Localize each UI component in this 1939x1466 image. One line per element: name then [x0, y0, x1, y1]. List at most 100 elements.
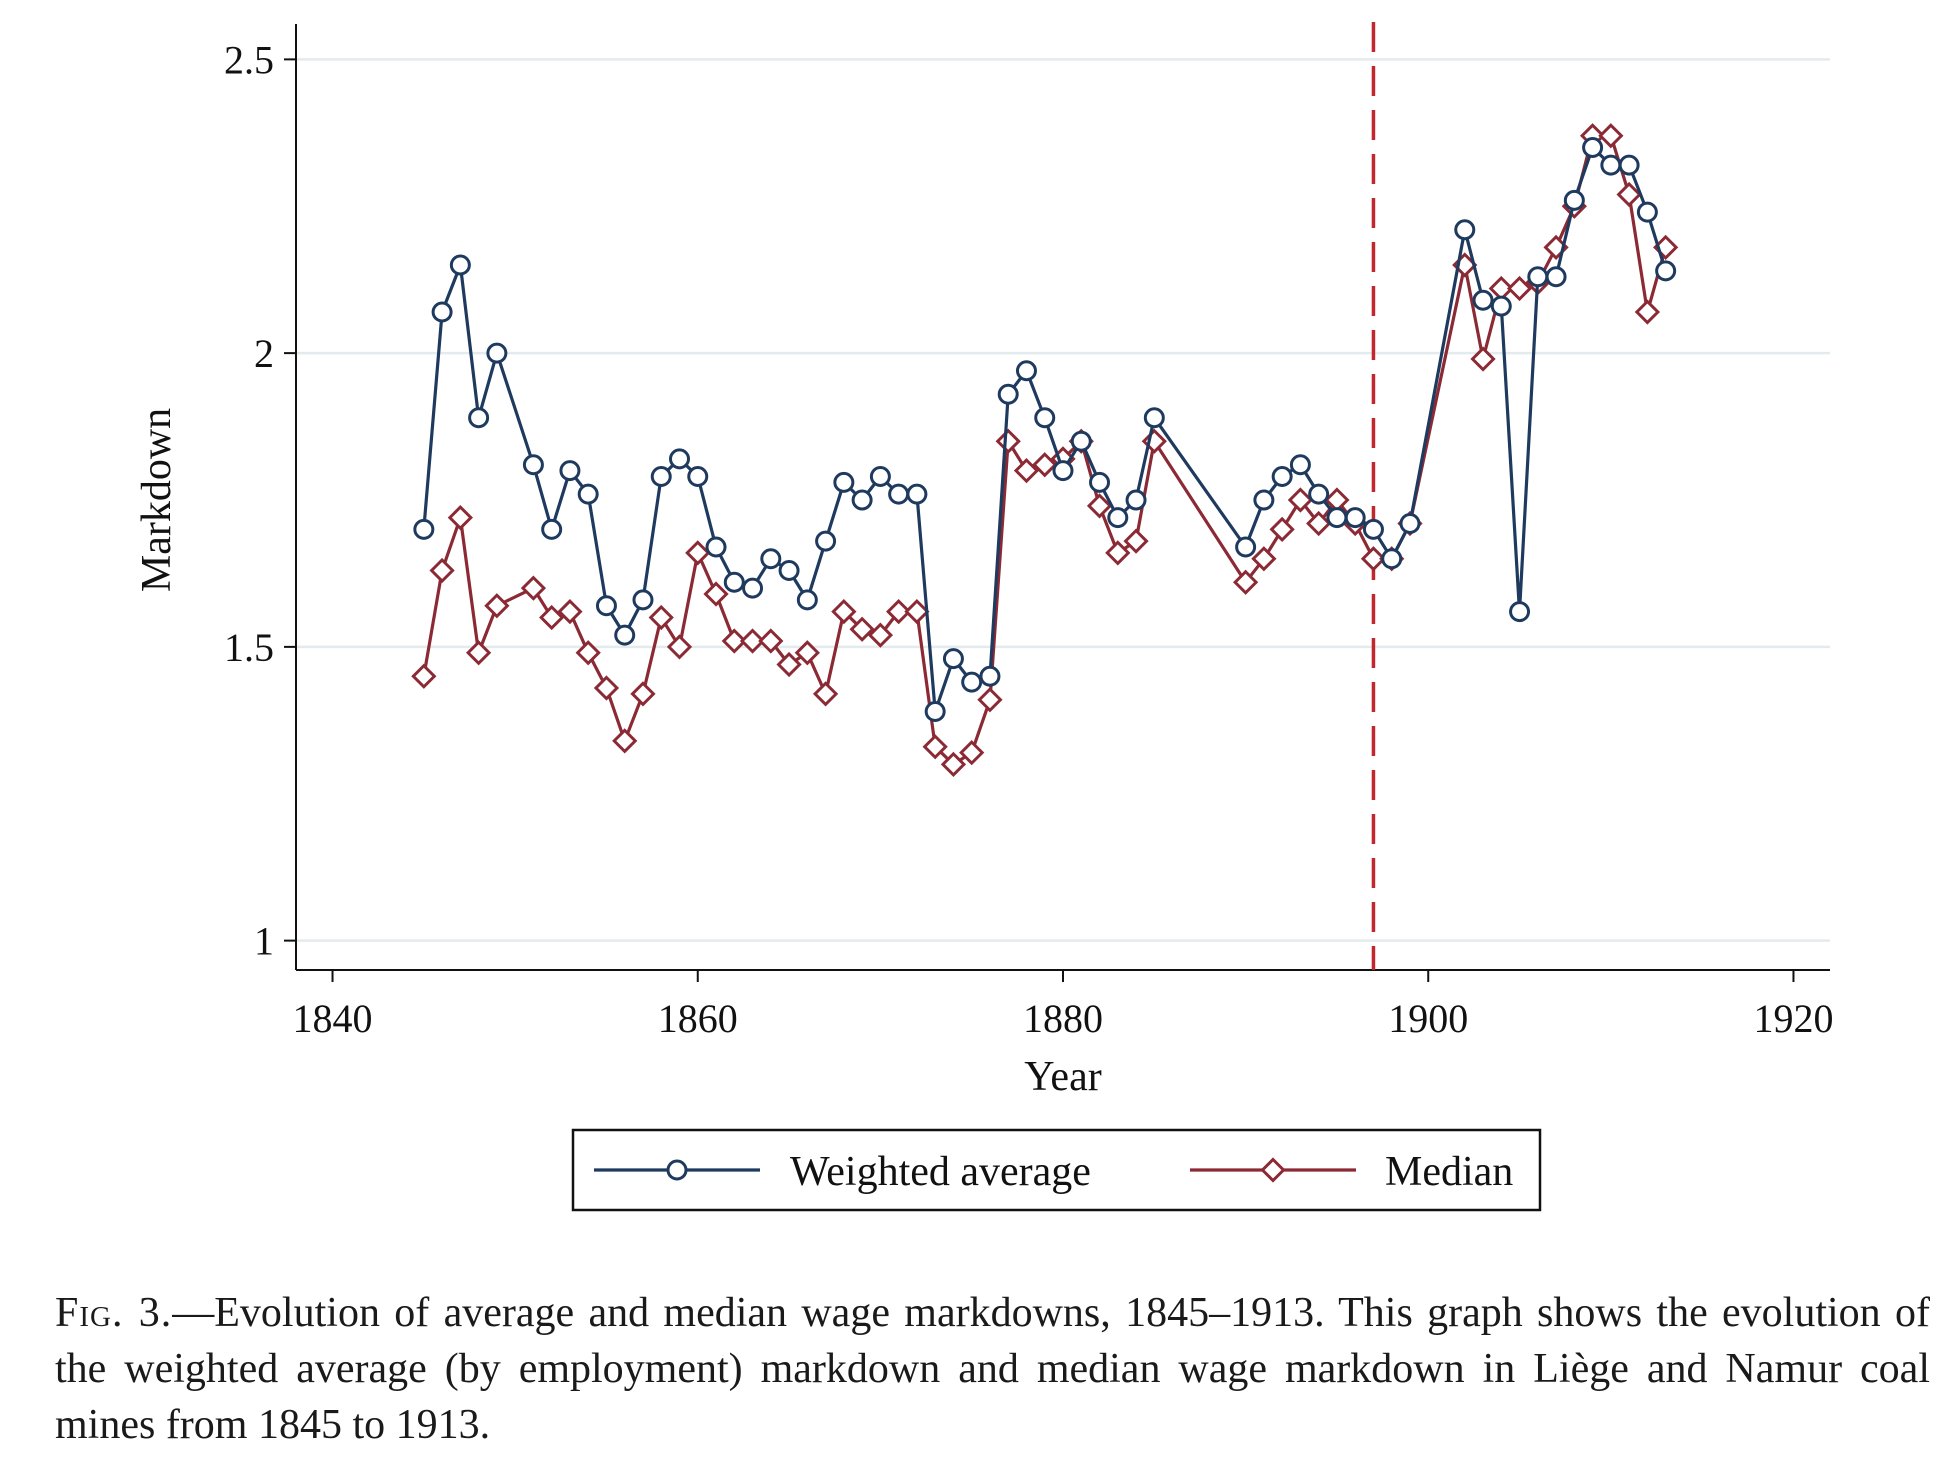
data-point: [904, 599, 930, 625]
data-point: [1563, 189, 1585, 211]
x-tick-label: 1880: [1023, 996, 1103, 1041]
data-point: [650, 466, 672, 487]
data-point: [924, 701, 946, 722]
data-point: [1636, 201, 1658, 223]
y-axis-title: Markdown: [134, 408, 180, 592]
legend: Weighted average Median: [571, 1128, 1542, 1212]
data-point: [484, 593, 510, 619]
data-point: [1362, 518, 1384, 540]
data-point: [812, 681, 839, 707]
data-point: [632, 589, 654, 611]
data-point: [447, 505, 473, 531]
data-point: [687, 466, 709, 487]
data-point: [1232, 569, 1259, 595]
data-point: [1527, 266, 1549, 288]
series-line: [422, 145, 1668, 714]
data-point: [742, 577, 764, 599]
data-point: [1251, 546, 1277, 572]
data-point: [977, 687, 1003, 713]
series-weighted-average: [413, 137, 1677, 722]
data-point: [577, 483, 599, 505]
data-point: [888, 483, 910, 505]
data-point: [612, 728, 638, 754]
axes: 1 1.5 2 2.5 1840 1860 1880 1900 1920 Year Markdown: [134, 24, 1833, 1100]
data-point: [1598, 123, 1624, 149]
x-tick-label: 1840: [293, 996, 373, 1041]
data-point: [486, 342, 508, 364]
data-point: [559, 460, 581, 482]
data-point: [940, 751, 967, 777]
data-point: [1271, 466, 1293, 487]
y-tick-label: 1.5: [224, 625, 274, 670]
data-point: [776, 651, 802, 678]
data-point: [833, 471, 855, 493]
legend-label-median: Median: [1385, 1149, 1513, 1195]
figure-caption: Fig. 3.—Evolution of average and median …: [55, 1285, 1930, 1453]
data-point: [1490, 295, 1512, 317]
data-point: [997, 383, 1019, 405]
y-tick-label: 1: [254, 919, 274, 964]
markdown-line-chart: 1 1.5 2 2.5 1840 1860 1880 1900 1920 Year Markdown…: [134, 22, 1833, 1212]
x-tick-label: 1860: [658, 996, 738, 1041]
data-point: [1472, 289, 1494, 311]
data-point: [1089, 471, 1111, 493]
data-point: [961, 671, 983, 693]
data-point: [1306, 510, 1332, 537]
data-point: [1509, 601, 1531, 623]
data-point: [869, 466, 891, 487]
x-axis-title: Year: [1024, 1054, 1101, 1100]
data-point: [1034, 407, 1056, 429]
data-point: [1454, 219, 1476, 241]
grid-lines: [296, 58, 1830, 942]
data-point: [413, 518, 435, 540]
data-point: [1253, 489, 1275, 511]
legend-marker-weighted-average: [666, 1159, 688, 1181]
data-point: [1600, 154, 1622, 176]
data-point: [522, 454, 544, 476]
data-point: [1545, 266, 1567, 288]
data-point: [796, 589, 818, 611]
x-tick-label: 1920: [1753, 996, 1833, 1041]
data-point: [1289, 454, 1311, 476]
data-point: [429, 557, 455, 584]
data-point: [575, 640, 601, 666]
data-point: [1470, 346, 1496, 372]
legend-label-weighted-average: Weighted average: [790, 1149, 1091, 1195]
data-point: [1032, 452, 1058, 478]
data-point: [815, 530, 837, 552]
data-point: [541, 518, 563, 540]
data-point: [648, 604, 674, 631]
data-point: [666, 634, 693, 660]
y-tick-label: 2: [254, 331, 274, 376]
data-point: [851, 489, 873, 511]
data-point: [906, 483, 928, 505]
data-point: [1125, 489, 1147, 511]
data-point: [1308, 483, 1330, 505]
data-point: [778, 560, 800, 581]
data-point: [465, 640, 492, 666]
data-point: [411, 663, 437, 689]
data-point: [1344, 507, 1366, 529]
data-point: [721, 628, 747, 654]
data-point: [1015, 360, 1037, 382]
data-point: [1360, 546, 1387, 572]
data-point: [1086, 493, 1113, 519]
data-point: [468, 407, 490, 429]
data-point: [1013, 458, 1040, 484]
data-point: [557, 599, 583, 625]
data-point: [1634, 299, 1661, 325]
data-point: [1655, 260, 1677, 282]
data-point: [1123, 528, 1149, 554]
data-point: [1052, 460, 1074, 482]
data-point: [630, 681, 656, 707]
caption-label: Fig. 3.: [55, 1290, 173, 1336]
data-point: [760, 548, 782, 570]
x-tick-label: 1900: [1388, 996, 1468, 1041]
data-point: [867, 622, 894, 648]
legend-marker-median: [1260, 1157, 1286, 1183]
data-point: [614, 624, 636, 646]
series-median: [411, 123, 1679, 777]
data-point: [705, 536, 727, 558]
y-tick-label: 2.5: [224, 37, 274, 82]
data-point: [1399, 513, 1421, 534]
